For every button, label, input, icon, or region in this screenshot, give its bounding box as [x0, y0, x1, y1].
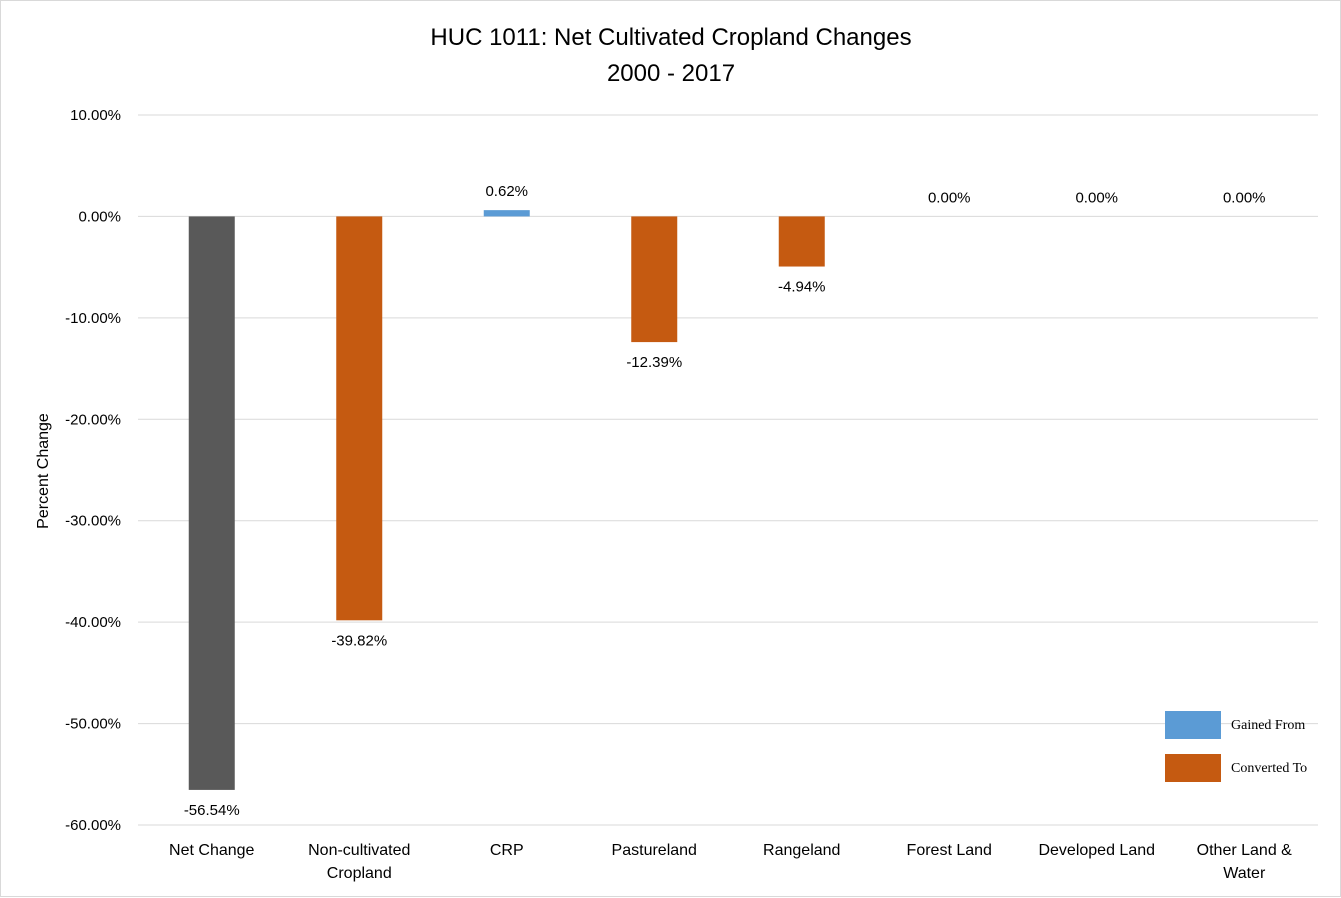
- legend-swatch: [1165, 754, 1221, 782]
- y-tick-label: -60.00%: [65, 817, 121, 834]
- data-label: 0.62%: [485, 183, 528, 200]
- legend-label: Converted To: [1231, 761, 1307, 776]
- chart-title: HUC 1011: Net Cultivated Cropland Change…: [430, 24, 911, 51]
- y-tick-label: -40.00%: [65, 614, 121, 631]
- bar: [336, 216, 383, 621]
- bar: [483, 210, 530, 217]
- gridlines: [138, 114, 1318, 826]
- x-tick-label: Non-cultivated: [308, 842, 410, 859]
- x-tick-label: Developed Land: [1038, 842, 1155, 859]
- y-tick-label: -30.00%: [65, 513, 121, 530]
- y-tick-label: -50.00%: [65, 716, 121, 733]
- y-axis-label: Percent Change: [35, 413, 52, 529]
- data-label: 0.00%: [928, 189, 971, 206]
- legend: Gained From Converted To: [1165, 711, 1307, 782]
- bar: [188, 216, 235, 790]
- x-tick-label: Other Land &: [1197, 842, 1293, 859]
- x-tick-label: Cropland: [327, 865, 392, 882]
- chart-subtitle: 2000 - 2017: [607, 60, 735, 87]
- bar: [778, 216, 825, 267]
- y-tick-label: -20.00%: [65, 411, 121, 428]
- data-label: 0.00%: [1075, 189, 1118, 206]
- bars: [188, 210, 825, 790]
- x-tick-label: Rangeland: [763, 842, 840, 859]
- y-tick-label: 10.00%: [70, 107, 121, 124]
- data-label: -39.82%: [331, 632, 387, 649]
- y-tick-label: 0.00%: [78, 208, 121, 225]
- data-label: 0.00%: [1223, 189, 1266, 206]
- data-label: -4.94%: [778, 279, 826, 296]
- x-tick-label: Water: [1223, 865, 1266, 882]
- x-tick-label: Net Change: [169, 842, 254, 859]
- x-axis-categories: Net Change Non-cultivated Cropland CRP Pastu…: [169, 842, 1292, 882]
- x-tick-label: Pastureland: [612, 842, 697, 859]
- legend-swatch: [1165, 711, 1221, 739]
- data-label: -12.39%: [626, 354, 682, 371]
- data-label: -56.54%: [184, 802, 240, 819]
- y-tick-label: -10.00%: [65, 310, 121, 327]
- data-labels: -56.54% -39.82% 0.62% -12.39% -4.94% 0.00% 0.0…: [184, 183, 1266, 819]
- bar: [631, 216, 678, 343]
- x-tick-label: CRP: [490, 842, 524, 859]
- y-axis-ticks: 10.00% 0.00% -10.00% -20.00% -30.00% -40.00% -…: [65, 107, 121, 834]
- x-tick-label: Forest Land: [907, 842, 992, 859]
- legend-label: Gained From: [1231, 718, 1305, 733]
